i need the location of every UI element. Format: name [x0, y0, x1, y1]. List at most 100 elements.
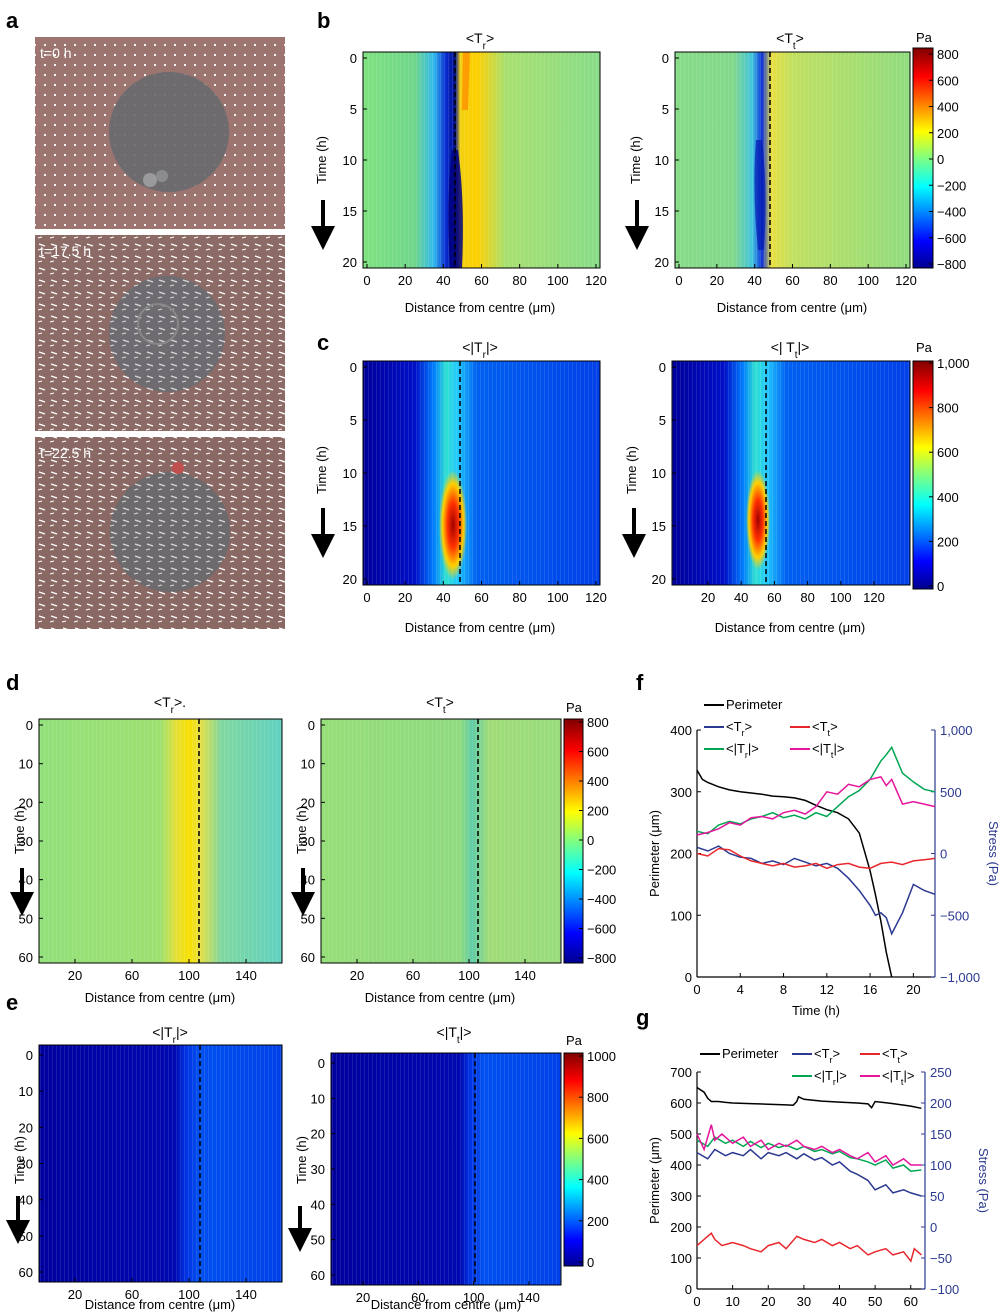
colorbar-tick-label: 0 [937, 579, 944, 594]
legend-entry: Perimeter [726, 697, 783, 712]
x-tick-label: 40 [436, 273, 450, 288]
colorbar-e [564, 1053, 583, 1266]
x-tick-label: 80 [512, 273, 526, 288]
colorbar-tick-label: −200 [937, 178, 966, 193]
x-tick-label: 4 [737, 982, 744, 997]
heatmap-c-left [363, 361, 600, 585]
x-tick-label: 60 [785, 273, 799, 288]
y2-tick-label: −50 [930, 1251, 952, 1266]
heatmap-e-right-ylabel: Time (h) [294, 1136, 309, 1184]
colorbar-tick-label: 800 [937, 47, 959, 62]
panel-label-c: c [317, 330, 329, 355]
y-tick-label: 10 [311, 1091, 325, 1106]
x-tick-label: 40 [832, 1294, 846, 1309]
y2-axis-label: Stress (Pa) [976, 1148, 991, 1213]
colorbar-tick-label: 600 [587, 745, 609, 760]
colorbar-b-unit: Pa [916, 30, 933, 45]
heatmap-e-right-xlabel: Distance from centre (μm) [371, 1297, 522, 1312]
heatmap-d-left [39, 719, 282, 963]
y-tick-label: 0 [26, 718, 33, 733]
x-tick-label: 140 [235, 1287, 257, 1302]
x-tick-label: 0 [363, 590, 370, 605]
x-tick-label: 60 [474, 273, 488, 288]
series-line-tr [697, 846, 935, 934]
colorbar-c [913, 361, 933, 589]
colorbar-d-unit: Pa [566, 700, 583, 715]
legend-entry: <|Tt|> [812, 741, 844, 760]
legend-entry: <Tr> [726, 719, 752, 738]
x-tick-label: 20 [398, 273, 412, 288]
y-tick-label: 15 [343, 204, 357, 219]
y-tick-label: 10 [19, 1084, 33, 1099]
x-tick-label: 100 [458, 968, 480, 983]
heatmap-b-left-title: <Tr> [466, 30, 494, 52]
x-tick-label: 10 [725, 1294, 739, 1309]
colorbar-tick-label: −600 [937, 231, 966, 246]
x-tick-label: 100 [857, 273, 879, 288]
heatmap-e-right-title: <|Tt|> [437, 1024, 472, 1046]
heatmap-d-right-ylabel: Time (h) [294, 806, 309, 854]
heatmap-b-left [363, 52, 600, 268]
x-tick-label: 20 [356, 1290, 370, 1305]
x-axis-label: Time (h) [792, 1003, 840, 1018]
x-tick-label: 120 [895, 273, 917, 288]
y2-axis-label: Stress (Pa) [986, 821, 1001, 886]
y-tick-label: 0 [659, 360, 666, 375]
y2-tick-label: 50 [930, 1189, 944, 1204]
colorbar-tick-label: 800 [587, 1090, 609, 1105]
colorbar-tick-label: 200 [937, 126, 959, 141]
legend-entry: Perimeter [722, 1046, 779, 1061]
colorbar-tick-label: −800 [587, 951, 616, 966]
y-tick-label: 10 [655, 153, 669, 168]
y-tick-label: 200 [670, 1220, 692, 1235]
legend-entry: <Tt> [812, 719, 838, 738]
panel-a-image-1: t=0 h [35, 37, 285, 229]
y-tick-label: 0 [685, 1282, 692, 1297]
heatmap-b-right-xlabel: Distance from centre (μm) [717, 300, 868, 315]
y2-tick-label: −1,000 [940, 970, 980, 985]
colorbar-tick-label: 1000 [587, 1049, 616, 1064]
x-tick-label: 20 [761, 1294, 775, 1309]
series-line-tr [697, 1150, 921, 1197]
y-tick-label: 10 [19, 757, 33, 772]
y-tick-label: 0 [350, 360, 357, 375]
y-tick-label: 15 [652, 519, 666, 534]
x-tick-label: 100 [830, 590, 852, 605]
y-tick-label: 300 [670, 1189, 692, 1204]
x-tick-label: 8 [780, 982, 787, 997]
y-tick-label: 60 [19, 1265, 33, 1280]
x-tick-label: 140 [235, 968, 257, 983]
x-tick-label: 100 [178, 968, 200, 983]
y-tick-label: 20 [655, 255, 669, 270]
colorbar-tick-label: 200 [587, 804, 609, 819]
y-tick-label: 0 [318, 1056, 325, 1071]
x-tick-label: 20 [398, 590, 412, 605]
colorbar-d-ticks: 8006004002000−200−400−600−800 [579, 715, 616, 966]
heatmap-c-left-ylabel: Time (h) [314, 446, 329, 494]
heatmap-e-left-xlabel: Distance from centre (μm) [85, 1297, 236, 1312]
x-tick-label: 50 [868, 1294, 882, 1309]
colorbar-tick-label: 400 [587, 1173, 609, 1188]
x-tick-label: 40 [436, 590, 450, 605]
timepoint-label-3: t=22.5 h [40, 445, 91, 461]
y-tick-label: 700 [670, 1065, 692, 1080]
y2-tick-label: 0 [940, 847, 947, 862]
colorbar-tick-label: −400 [587, 892, 616, 907]
y-tick-label: 50 [311, 1233, 325, 1248]
x-tick-label: 40 [747, 273, 761, 288]
heatmap-c-right [672, 361, 910, 585]
y-tick-label: 40 [19, 1193, 33, 1208]
y-tick-label: 100 [670, 1251, 692, 1266]
panel-a-image-2: t=17.5 h [35, 235, 285, 431]
y-tick-label: 400 [670, 1158, 692, 1173]
colorbar-tick-label: 600 [937, 73, 959, 88]
heatmap-d-right-xlabel: Distance from centre (μm) [365, 990, 516, 1005]
x-tick-label: 140 [518, 1290, 540, 1305]
x-tick-label: 60 [767, 590, 781, 605]
series-line-tt [697, 777, 935, 835]
heatmap-e-left-ylabel: Time (h) [12, 1136, 27, 1184]
legend-entry: <Tr> [814, 1046, 840, 1065]
colorbar-tick-label: 0 [587, 833, 594, 848]
x-tick-label: 30 [797, 1294, 811, 1309]
x-tick-label: 140 [514, 968, 536, 983]
